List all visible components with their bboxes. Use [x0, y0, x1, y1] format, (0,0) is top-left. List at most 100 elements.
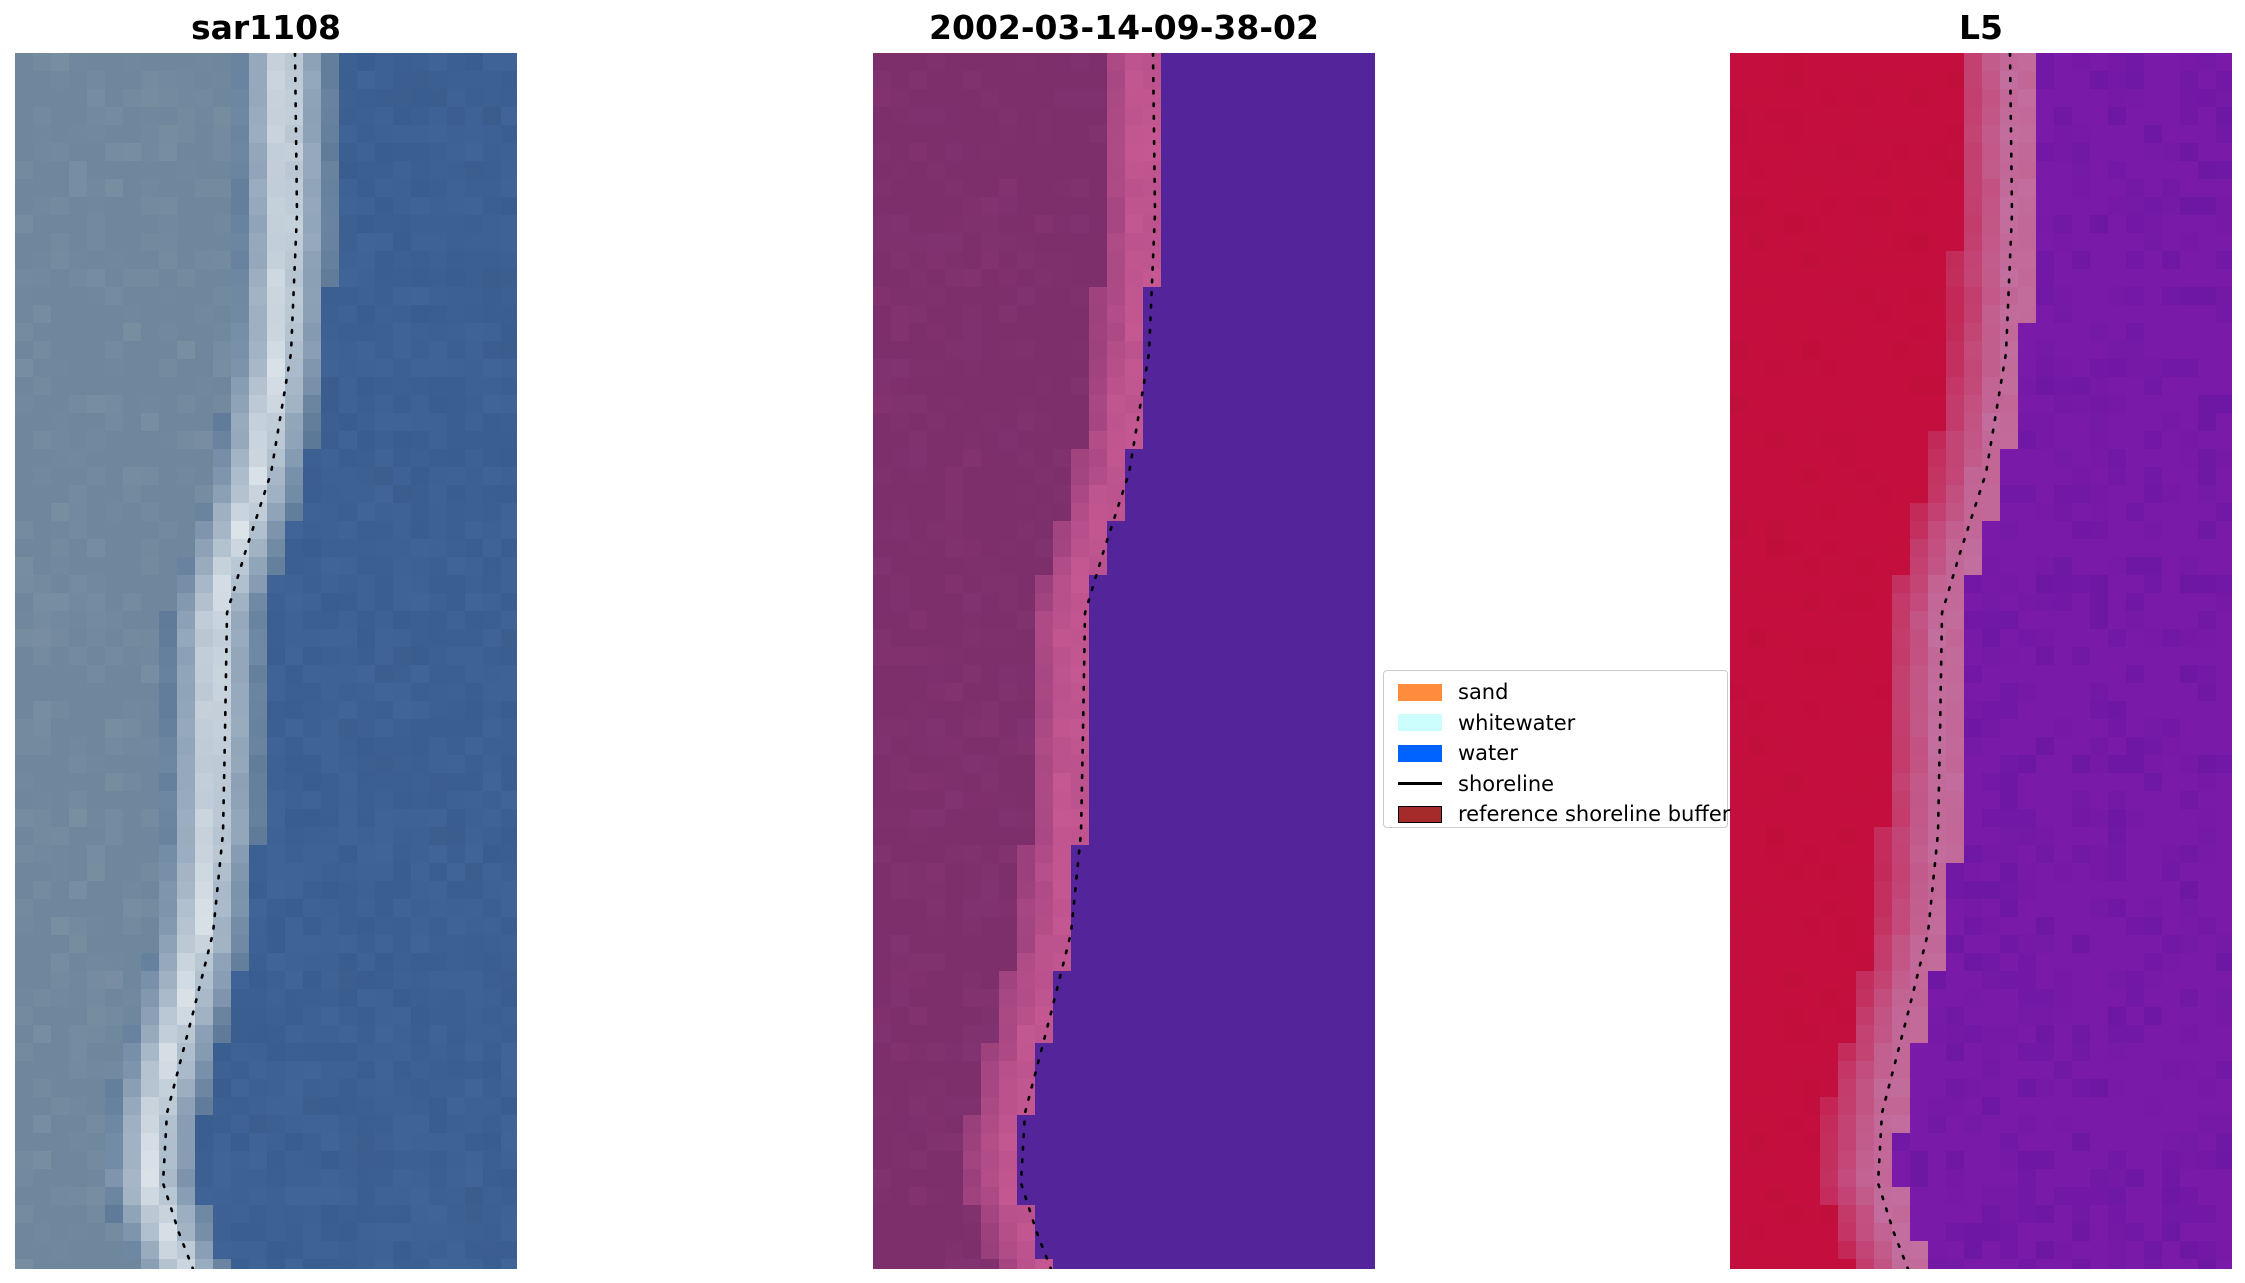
image-pixel	[2018, 683, 2037, 702]
image-pixel	[1089, 341, 1108, 360]
image-pixel	[1928, 485, 1947, 504]
image-pixel	[1323, 629, 1342, 648]
image-pixel	[2000, 305, 2019, 324]
image-pixel	[1730, 179, 1749, 198]
image-pixel	[159, 1025, 178, 1044]
image-pixel	[2198, 125, 2217, 144]
image-pixel	[2108, 269, 2127, 288]
image-pixel	[1197, 1025, 1216, 1044]
image-pixel	[285, 647, 304, 666]
image-pixel	[1251, 647, 1270, 666]
image-pixel	[2036, 737, 2055, 756]
image-pixel	[1341, 503, 1360, 522]
image-pixel	[1359, 377, 1375, 396]
image-pixel	[2072, 521, 2091, 540]
image-pixel	[105, 539, 124, 558]
image-pixel	[447, 395, 466, 414]
image-pixel	[1053, 1259, 1072, 1269]
image-pixel	[1748, 629, 1767, 648]
image-pixel	[123, 1205, 142, 1224]
image-pixel	[2054, 107, 2073, 126]
image-pixel	[303, 1169, 322, 1188]
image-pixel	[873, 341, 892, 360]
image-pixel	[2198, 719, 2217, 738]
image-pixel	[231, 971, 250, 990]
image-pixel	[303, 125, 322, 144]
image-pixel	[1107, 809, 1126, 828]
image-pixel	[1802, 737, 1821, 756]
image-pixel	[1143, 395, 1162, 414]
image-pixel	[357, 287, 376, 306]
image-pixel	[999, 575, 1018, 594]
image-pixel	[1161, 899, 1180, 918]
image-pixel	[15, 287, 34, 306]
image-pixel	[1233, 413, 1252, 432]
image-pixel	[2126, 431, 2145, 450]
image-pixel	[1838, 665, 1857, 684]
image-pixel	[195, 395, 214, 414]
image-pixel	[1287, 341, 1306, 360]
image-pixel	[1874, 647, 1893, 666]
image-pixel	[1215, 341, 1234, 360]
image-pixel	[1233, 809, 1252, 828]
image-pixel	[927, 899, 946, 918]
image-pixel	[1125, 197, 1144, 216]
image-pixel	[945, 467, 964, 486]
image-pixel	[945, 989, 964, 1008]
image-pixel	[177, 701, 196, 720]
image-pixel	[1982, 107, 2001, 126]
image-pixel	[501, 683, 517, 702]
image-pixel	[873, 503, 892, 522]
image-pixel	[1910, 107, 1929, 126]
image-pixel	[1910, 395, 1929, 414]
image-pixel	[33, 53, 52, 72]
image-pixel	[1053, 1151, 1072, 1170]
image-pixel	[1359, 593, 1375, 612]
image-pixel	[1179, 611, 1198, 630]
image-pixel	[1341, 359, 1360, 378]
image-pixel	[231, 701, 250, 720]
image-pixel	[1161, 629, 1180, 648]
image-pixel	[1359, 89, 1375, 108]
image-pixel	[1215, 1043, 1234, 1062]
image-pixel	[1053, 701, 1072, 720]
image-pixel	[447, 1043, 466, 1062]
image-pixel	[1323, 305, 1342, 324]
image-pixel	[447, 827, 466, 846]
image-pixel	[873, 863, 892, 882]
image-pixel	[51, 287, 70, 306]
image-pixel	[945, 503, 964, 522]
image-pixel	[87, 881, 106, 900]
image-pixel	[393, 287, 412, 306]
image-pixel	[1964, 791, 1983, 810]
image-pixel	[1089, 701, 1108, 720]
image-pixel	[1730, 197, 1749, 216]
image-pixel	[141, 485, 160, 504]
image-pixel	[141, 467, 160, 486]
image-pixel	[465, 1151, 484, 1170]
image-pixel	[1359, 71, 1375, 90]
image-pixel	[249, 1187, 268, 1206]
image-pixel	[231, 989, 250, 1008]
image-pixel	[1874, 593, 1893, 612]
image-pixel	[2000, 755, 2019, 774]
image-pixel	[51, 71, 70, 90]
image-pixel	[1161, 179, 1180, 198]
image-pixel	[411, 125, 430, 144]
image-pixel	[159, 1007, 178, 1026]
image-pixel	[1910, 773, 1929, 792]
image-pixel	[1946, 143, 1965, 162]
image-pixel	[1730, 719, 1749, 738]
image-pixel	[1820, 647, 1839, 666]
image-pixel	[195, 1187, 214, 1206]
image-pixel	[141, 1025, 160, 1044]
image-pixel	[1035, 827, 1054, 846]
image-pixel	[1251, 1043, 1270, 1062]
image-pixel	[357, 323, 376, 342]
image-pixel	[1125, 413, 1144, 432]
image-pixel	[429, 1043, 448, 1062]
image-pixel	[873, 809, 892, 828]
image-pixel	[1341, 917, 1360, 936]
image-pixel	[483, 107, 502, 126]
image-pixel	[429, 1151, 448, 1170]
